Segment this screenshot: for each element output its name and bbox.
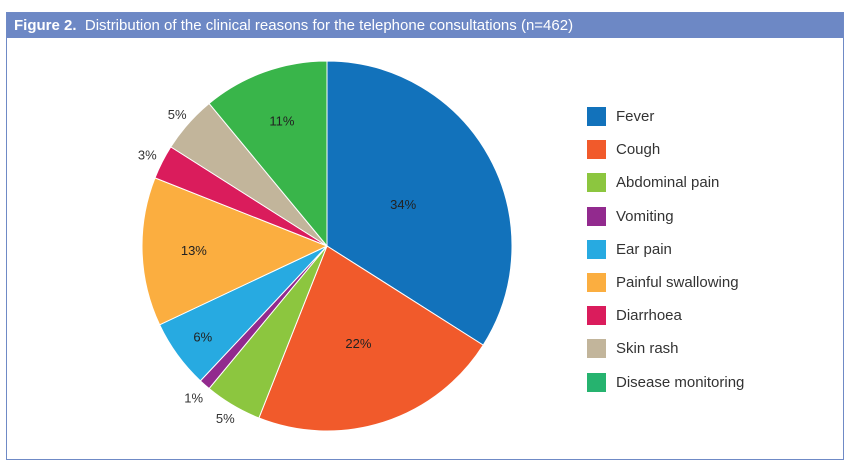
- data-label: 22%: [345, 336, 371, 351]
- legend-item: Cough: [587, 133, 744, 166]
- data-label: 5%: [168, 107, 187, 122]
- legend-swatch: [587, 306, 606, 326]
- legend-label: Disease monitoring: [616, 373, 745, 391]
- legend-swatch: [587, 273, 606, 293]
- legend-item: Diarrhoea: [587, 299, 744, 332]
- legend-swatch: [587, 140, 606, 160]
- legend-label: Painful swallowing: [616, 274, 739, 292]
- legend-item: Painful swallowing: [587, 266, 744, 299]
- legend-swatch: [587, 339, 606, 359]
- data-label: 6%: [193, 329, 212, 344]
- data-label: 11%: [269, 114, 294, 129]
- data-label: 13%: [181, 243, 207, 258]
- figure-number: Figure 2.: [14, 17, 77, 34]
- data-label: 3%: [138, 147, 157, 162]
- legend-item: Vomiting: [587, 200, 744, 233]
- data-label: 34%: [390, 197, 416, 212]
- chart-title: Distribution of the clinical reasons for…: [84, 17, 574, 34]
- pie-slice-cough: [258, 245, 484, 432]
- legend-item: Disease monitoring: [587, 366, 744, 399]
- legend-label: Ear pain: [616, 240, 672, 258]
- pie-slice-fever: [326, 60, 513, 346]
- pie-slice-painful-swallowing: [141, 177, 329, 326]
- figure-frame: Figure 2. Distribution of the clinical r…: [6, 12, 844, 460]
- legend-item: Skin rash: [587, 332, 744, 365]
- legend-swatch: [587, 206, 606, 226]
- data-label: 5%: [216, 411, 235, 426]
- legend-label: Fever: [616, 108, 655, 126]
- legend-swatch: [587, 107, 606, 127]
- legend-swatch: [587, 173, 606, 193]
- figure-header: Figure 2. Distribution of the clinical r…: [7, 13, 843, 38]
- legend-label: Abdominal pain: [616, 174, 720, 192]
- legend: Fever Cough Abdominal pain Vomiting Ear pain…: [587, 100, 744, 399]
- legend-label: Diarrhoea: [616, 307, 682, 325]
- legend-label: Vomiting: [616, 207, 674, 225]
- legend-label: Skin rash: [616, 340, 679, 358]
- legend-item: Fever: [587, 100, 744, 133]
- legend-item: Ear pain: [587, 233, 744, 266]
- pie-slice-disease-monitoring: [208, 60, 328, 248]
- legend-swatch: [587, 372, 606, 392]
- data-label: 1%: [184, 390, 203, 405]
- legend-swatch: [587, 239, 606, 259]
- legend-item: Abdominal pain: [587, 166, 744, 199]
- legend-label: Cough: [616, 141, 661, 159]
